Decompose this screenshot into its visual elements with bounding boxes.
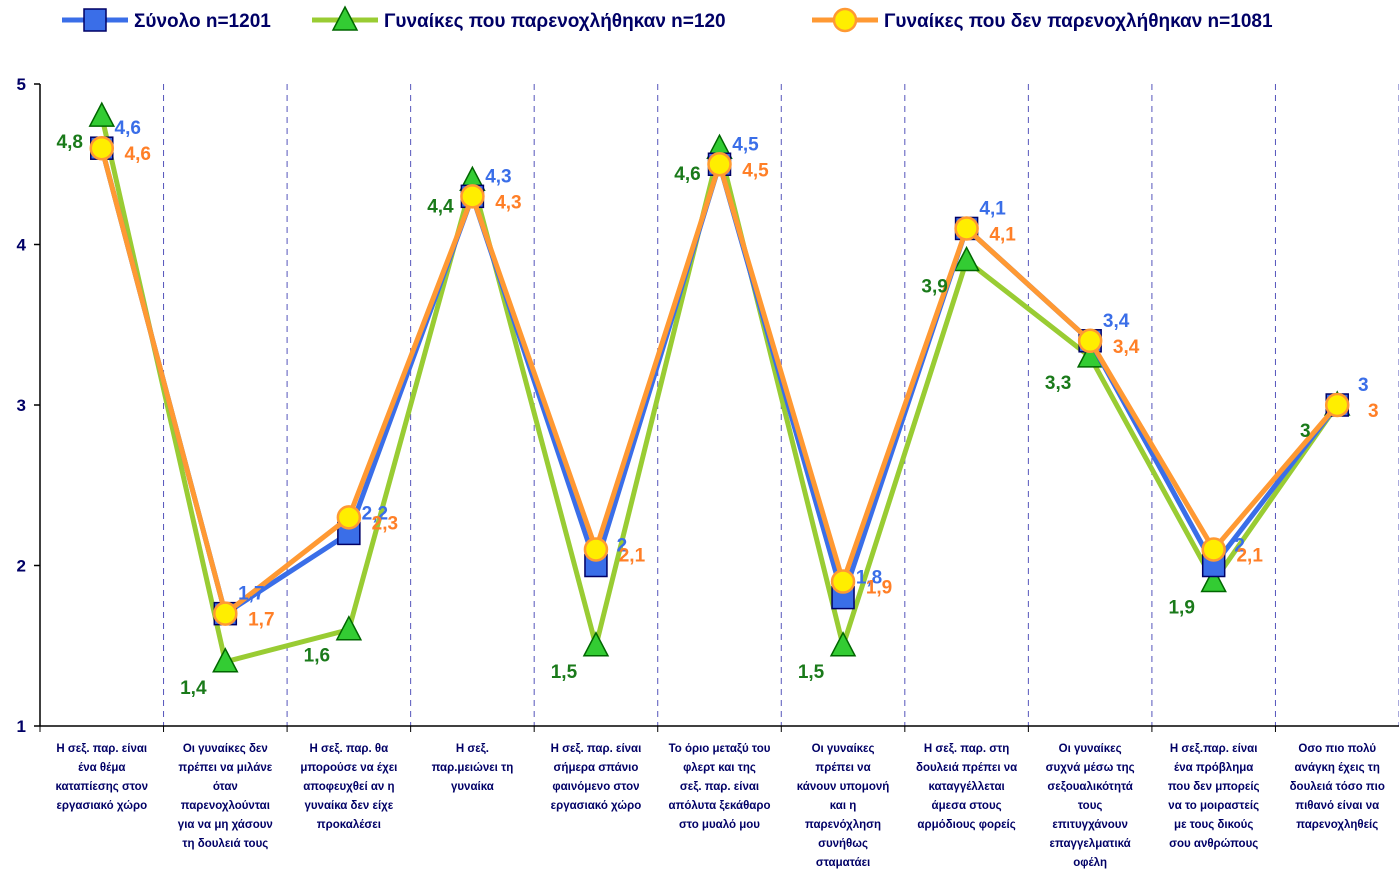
point — [707, 152, 732, 177]
data-label: 3,9 — [921, 277, 947, 298]
legend-marker — [832, 7, 858, 33]
x-tick-label: Η σεξ. παρ. είναι ένα θέμα καταπίεσης στον… — [55, 743, 148, 812]
data-label: 2,3 — [372, 513, 398, 534]
data-label: 4,8 — [57, 132, 83, 153]
x-tick-label: Η σεξ. παρ. είναι σήμερα σπάνιο φαινόμενο … — [551, 743, 642, 812]
data-label: 1,6 — [304, 646, 330, 667]
legend-label: Σύνολο n=1201 — [134, 11, 271, 32]
data-label: 1,9 — [866, 578, 892, 599]
data-label: 2,1 — [619, 545, 646, 566]
data-label: 3,3 — [1045, 373, 1071, 394]
x-tick-label: Η σεξ.παρ. είναι ένα πρόβλημα που δεν μπορ… — [1168, 743, 1260, 850]
y-tick-label: 4 — [17, 236, 27, 255]
data-label: 2 — [617, 536, 628, 557]
x-tick-label: Οι γυναίκες δεν πρέπει να μιλάνε όταν παρεν… — [178, 743, 273, 850]
y-tick-label: 2 — [17, 557, 26, 576]
data-label: 3 — [1368, 401, 1379, 422]
point — [1201, 537, 1226, 562]
point — [88, 101, 116, 127]
y-tick-label: 5 — [17, 75, 26, 94]
legend-label: Γυναίκες που δεν παρενοχλήθηκαν n=1081 — [884, 11, 1273, 32]
data-label: 4,3 — [495, 192, 521, 213]
legend-label: Γυναίκες που παρενοχλήθηκαν n=120 — [384, 11, 726, 32]
legend-marker — [83, 8, 107, 32]
point — [336, 505, 362, 530]
point — [89, 135, 115, 161]
data-label: 1,9 — [1168, 598, 1194, 619]
point — [583, 537, 609, 562]
data-label: 1,7 — [248, 610, 274, 631]
x-tick-label: Η σεξ. παρ. στη δουλειά πρέπει να καταγγέλ… — [916, 743, 1017, 831]
data-label: 1,8 — [856, 568, 882, 589]
data-label: 2,1 — [1236, 545, 1263, 566]
point — [212, 647, 239, 673]
x-tick-label: Η σεξ. παρ.μειώνει τη γυναίκα — [432, 743, 514, 793]
point — [1077, 328, 1103, 354]
data-label: 1,4 — [180, 678, 207, 699]
data-label: 3 — [1300, 421, 1311, 442]
point — [953, 245, 980, 272]
y-tick-label: 3 — [17, 396, 26, 415]
data-label: 2,2 — [362, 503, 388, 524]
data-label: 3,4 — [1103, 311, 1130, 332]
point — [460, 184, 485, 209]
point — [335, 615, 363, 641]
data-label: 4,5 — [742, 160, 769, 181]
point — [1324, 392, 1350, 418]
point — [830, 569, 856, 594]
y-tick-label: 1 — [17, 717, 26, 736]
data-label: 3,4 — [1113, 337, 1140, 358]
legend-marker — [331, 5, 359, 31]
data-label: 1,5 — [551, 662, 578, 683]
point — [213, 601, 238, 626]
point — [1200, 566, 1227, 593]
point — [954, 216, 979, 241]
data-label: 4,6 — [674, 164, 700, 185]
data-label: 1,5 — [798, 662, 825, 683]
point — [582, 631, 610, 657]
point — [829, 631, 857, 657]
data-label: 1,7 — [238, 584, 264, 605]
data-label: 4,3 — [485, 166, 511, 187]
data-label: 4,4 — [427, 196, 454, 217]
data-label: 4,5 — [732, 134, 759, 155]
x-tick-label: Η σεξ. παρ. θα μπορούσε να έχει αποφευχθεί… — [300, 743, 397, 831]
x-tick-label: Οι γυναίκες συχνά μέσω της σεξουαλικότητά τ… — [1046, 743, 1135, 869]
x-tick-label: Το όριο μεταξύ του φλερτ και της σεξ. παρ.… — [669, 743, 771, 831]
data-label: 4,6 — [125, 144, 151, 165]
data-label: 2 — [1234, 536, 1245, 557]
x-tick-label: Οσο πιο πολύ ανάγκη έχεις τη δουλειά τόσο … — [1290, 743, 1385, 831]
data-label: 4,1 — [989, 224, 1016, 245]
data-label: 4,6 — [115, 118, 141, 139]
data-label: 3 — [1358, 375, 1369, 396]
data-label: 4,1 — [979, 198, 1006, 219]
